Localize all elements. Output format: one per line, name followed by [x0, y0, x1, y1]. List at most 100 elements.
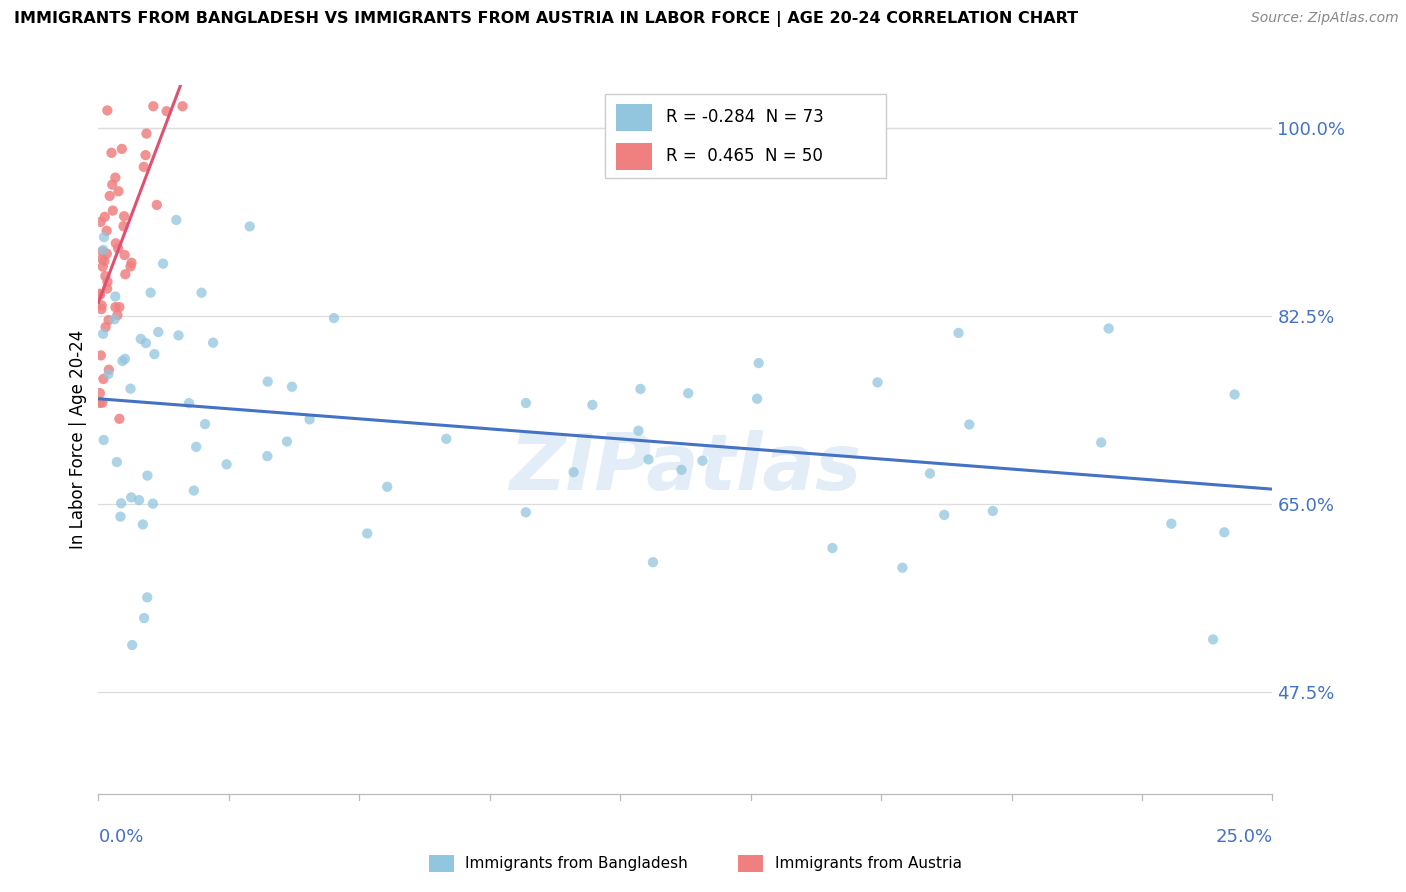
Point: [110, 509, 132, 524]
Point: [957, 417, 980, 432]
Point: [745, 392, 768, 406]
Point: [194, 417, 217, 431]
Point: [111, 354, 134, 368]
Point: [136, 591, 159, 605]
Point: [93, 230, 115, 244]
Point: [97, 367, 120, 381]
Point: [891, 560, 914, 574]
Point: [107, 308, 129, 322]
Point: [132, 160, 155, 174]
Text: Source: ZipAtlas.com: Source: ZipAtlas.com: [1251, 11, 1399, 25]
Point: [239, 219, 262, 234]
Point: [172, 99, 194, 113]
Point: [165, 213, 187, 227]
Point: [146, 198, 169, 212]
Point: [276, 434, 298, 449]
Point: [298, 412, 321, 426]
Point: [152, 257, 174, 271]
Point: [97, 363, 120, 377]
Point: [866, 376, 889, 390]
Point: [91, 395, 114, 409]
Point: [96, 282, 118, 296]
Point: [142, 497, 165, 511]
Point: [1098, 321, 1121, 335]
Point: [132, 517, 155, 532]
Point: [104, 300, 127, 314]
Point: [256, 449, 278, 463]
Point: [562, 465, 585, 479]
Point: [112, 209, 135, 223]
Point: [93, 433, 115, 447]
Point: [101, 203, 124, 218]
Point: [120, 260, 142, 274]
Point: [89, 286, 111, 301]
Point: [135, 127, 157, 141]
Point: [356, 526, 378, 541]
Point: [107, 184, 129, 198]
Point: [139, 285, 162, 300]
Point: [91, 243, 114, 257]
Point: [136, 468, 159, 483]
Point: [90, 215, 112, 229]
Point: [89, 396, 111, 410]
Point: [323, 311, 346, 326]
Point: [108, 300, 131, 314]
Point: [114, 248, 136, 262]
Text: 0.0%: 0.0%: [98, 828, 143, 846]
Text: Immigrants from Austria: Immigrants from Austria: [775, 856, 962, 871]
Point: [120, 491, 142, 505]
Point: [630, 382, 652, 396]
Point: [93, 372, 115, 386]
Point: [135, 148, 157, 162]
Point: [581, 398, 603, 412]
Point: [515, 505, 537, 519]
Point: [671, 463, 693, 477]
Point: [91, 244, 114, 259]
Point: [692, 454, 714, 468]
Point: [148, 325, 170, 339]
Point: [281, 380, 304, 394]
Point: [981, 504, 1004, 518]
Point: [104, 289, 127, 303]
Text: 25.0%: 25.0%: [1215, 828, 1272, 846]
Point: [97, 313, 120, 327]
Text: R = -0.284  N = 73: R = -0.284 N = 73: [666, 109, 824, 127]
Point: [134, 611, 156, 625]
Point: [108, 412, 131, 426]
Point: [142, 99, 165, 113]
Point: [190, 285, 212, 300]
Point: [96, 275, 118, 289]
Point: [186, 440, 208, 454]
Point: [120, 382, 142, 396]
Point: [918, 467, 941, 481]
Point: [104, 236, 127, 251]
Point: [89, 386, 111, 401]
Point: [821, 541, 844, 555]
Point: [89, 288, 111, 302]
Point: [1223, 387, 1246, 401]
Bar: [616, 103, 652, 131]
Point: [101, 178, 124, 192]
Point: [129, 332, 152, 346]
Text: Immigrants from Bangladesh: Immigrants from Bangladesh: [465, 856, 688, 871]
Point: [98, 189, 121, 203]
Point: [1160, 516, 1182, 531]
Point: [91, 326, 114, 341]
Bar: [616, 143, 652, 169]
Point: [128, 493, 150, 508]
Point: [641, 555, 664, 569]
Text: R =  0.465  N = 50: R = 0.465 N = 50: [666, 147, 824, 165]
Point: [202, 335, 225, 350]
Point: [105, 455, 128, 469]
Point: [111, 142, 134, 156]
Point: [96, 103, 118, 118]
Point: [155, 104, 177, 119]
Point: [93, 254, 115, 268]
Point: [110, 496, 132, 510]
Point: [104, 170, 127, 185]
Point: [114, 351, 136, 366]
Point: [934, 508, 956, 522]
Point: [90, 298, 112, 312]
Point: [256, 375, 278, 389]
Point: [90, 348, 112, 362]
